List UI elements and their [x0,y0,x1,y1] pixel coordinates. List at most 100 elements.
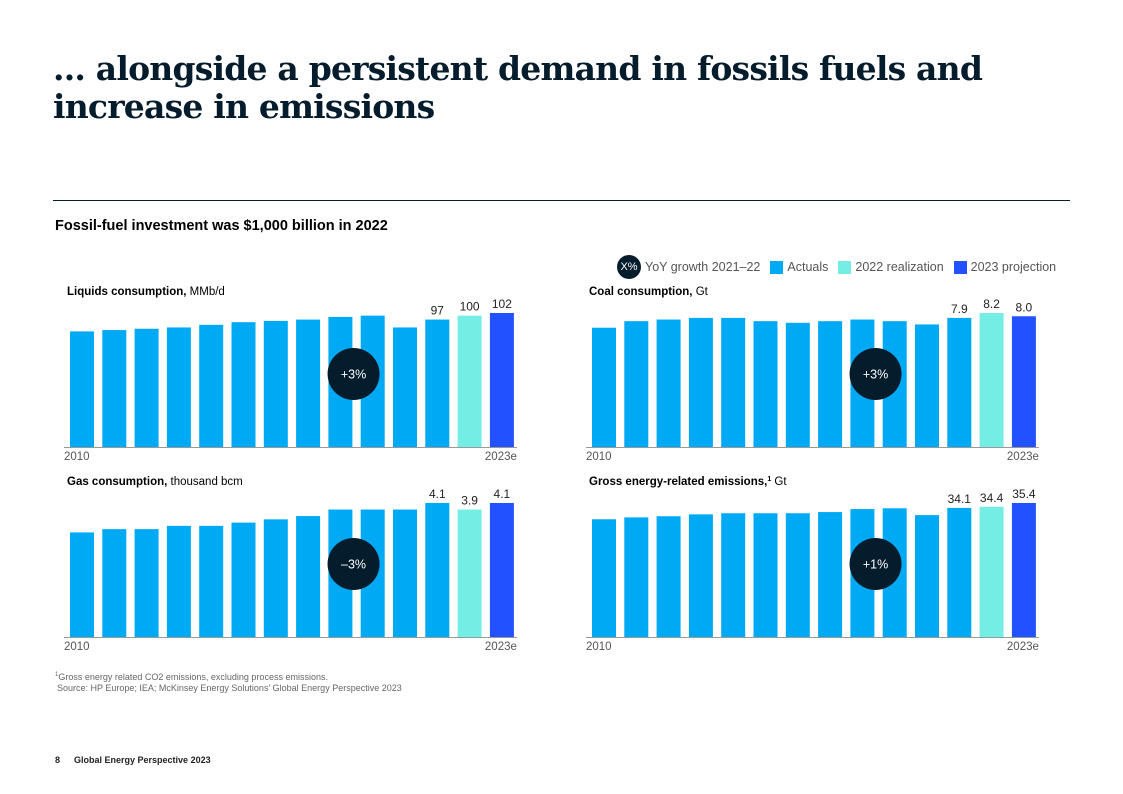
bar [134,529,159,637]
data-label: 34.4 [980,491,1004,505]
legend-swatch-realization [838,260,852,274]
x-tick-end: 2023e [1007,451,1039,463]
publication-name: Global Energy Perspective 2023 [74,755,211,765]
bar [721,513,746,637]
bar [688,317,713,447]
bar [70,532,94,637]
bar [296,516,321,637]
footnote: Gross energy related CO2 emissions, excl… [58,672,328,682]
growth-bubble [327,538,380,590]
bar [753,513,778,637]
bar [785,322,810,447]
data-label: 100 [460,300,480,314]
data-label: 35.4 [1012,487,1036,501]
legend-growth: YoY growth 2021–22 [645,260,761,274]
divider [53,200,1070,201]
legend-projection: 2023 projection [970,260,1057,274]
x-tick-start: 2010 [586,451,612,463]
bar [231,522,256,637]
legend-actuals: Actuals [787,260,829,274]
x-tick-end: 2023e [485,641,517,653]
bar [199,525,224,637]
bar [753,321,778,447]
growth-bubble [849,538,902,590]
legend-swatch-projection [953,260,967,274]
subtitle: Fossil-fuel investment was $1,000 billio… [55,218,388,234]
legend: X% YoY growth 2021–22 Actuals 2022 reali… [617,255,1056,279]
bar [1011,316,1036,447]
footnotes: 1Gross energy related CO2 emissions, exc… [55,670,402,694]
chart-title: Gross energy-related emissions,1 Gt [589,476,787,488]
bar [489,503,514,637]
bar [818,321,843,447]
x-tick-start: 2010 [64,641,90,653]
source: Source: HP Europe; IEA; McKinsey Energy … [57,683,402,693]
bar [785,513,810,637]
bar [393,327,417,447]
bar [231,322,256,447]
x-tick-end: 2023e [485,451,517,463]
chart-title: Gas consumption, thousand bcm [67,476,243,488]
bar [1011,503,1036,637]
page-title: ... alongside a persistent demand in fos… [53,49,983,126]
bar [624,321,649,447]
bar [915,324,939,447]
bar [489,313,514,447]
bar [457,315,482,447]
bar [915,515,939,637]
bar [166,525,191,637]
page-number: 8 [55,755,61,765]
chart-title: Coal consumption, Gt [589,286,709,298]
data-label: 4.1 [429,487,446,501]
growth-bubble [327,348,380,400]
growth-label: +3% [341,368,366,382]
bar [656,516,681,637]
bar [688,514,713,637]
data-label: 34.1 [948,492,972,506]
bar [979,506,1004,637]
bar [425,503,450,637]
bar [656,319,681,447]
data-label: 8.2 [983,297,1000,311]
chart-title: Liquids consumption, MMb/d [67,286,225,298]
bar [70,331,94,447]
bar [393,509,417,637]
bar [721,317,746,447]
data-label: 97 [431,304,445,318]
data-label: 7.9 [951,302,968,316]
growth-label: +1% [863,558,888,572]
bar [199,324,224,447]
bar [102,529,127,637]
data-label: 8.0 [1016,300,1033,314]
growth-bubble [849,348,902,400]
x-tick-start: 2010 [586,641,612,653]
x-tick-end: 2023e [1007,641,1039,653]
legend-swatch-actuals [770,260,784,274]
bar [134,328,159,447]
bar [592,519,616,637]
bar [947,317,972,447]
page-footer: 8 Global Energy Perspective 2023 [55,755,225,765]
bar [624,517,649,637]
x-tick-start: 2010 [64,451,90,463]
bar [263,519,288,637]
legend-bubble: X% [617,255,641,279]
bar [263,320,288,447]
data-label: 4.1 [494,487,511,501]
bar [592,327,616,447]
bar [425,319,450,447]
bar [979,313,1004,447]
bar [947,507,972,637]
bar [818,512,843,637]
data-label: 3.9 [461,494,478,508]
legend-realization: 2022 realization [855,260,944,274]
bar [166,327,191,447]
growth-label: –3% [341,558,366,572]
bar [296,319,321,447]
bar [457,509,482,637]
data-label: 102 [492,297,512,311]
footnote-mark: 1 [55,672,59,678]
bar [102,330,127,447]
growth-label: +3% [863,368,888,382]
